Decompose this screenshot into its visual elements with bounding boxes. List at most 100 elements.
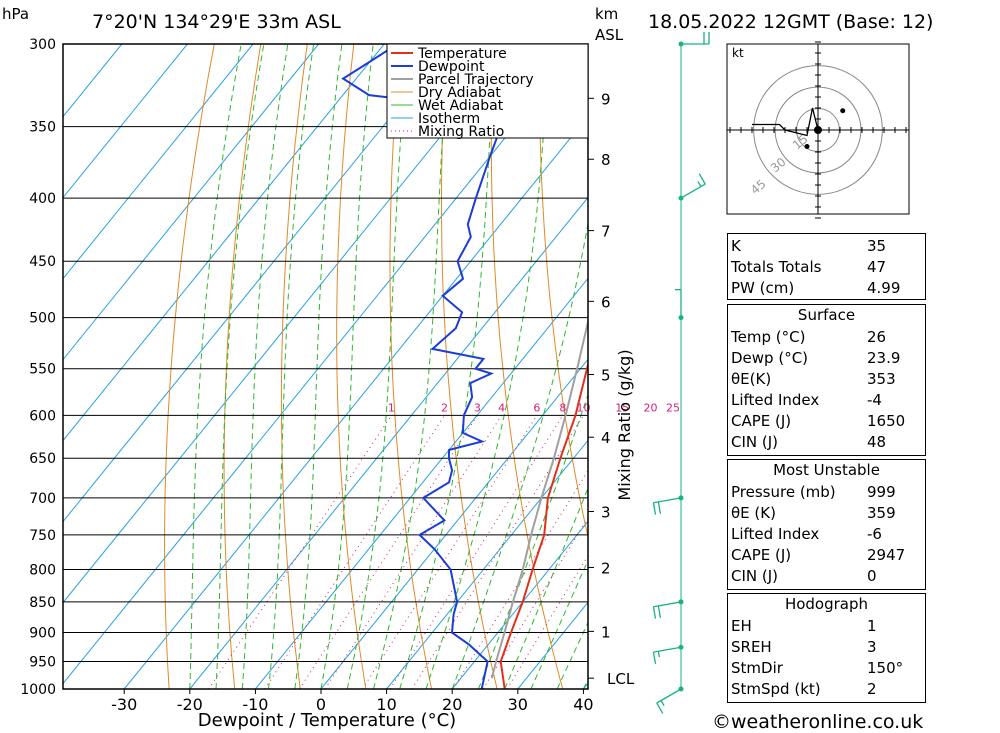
wind-barb-flag: [652, 502, 657, 515]
isotherm-line: [63, 44, 582, 685]
index-label: K: [731, 237, 741, 255]
x-axis-title: Dewpoint / Temperature (°C): [198, 710, 456, 731]
surface-label: Lifted Index: [731, 391, 820, 409]
isotherm-line: [386, 439, 588, 689]
wind-barb-flag: [660, 700, 665, 707]
table-row: K 35: [727, 236, 927, 257]
table-row: CAPE (J) 2947: [727, 545, 927, 566]
table-row: Lifted Index -4: [727, 390, 927, 411]
pressure-tick-label: 550: [29, 362, 56, 378]
mixing-ratio-tick-label: 1: [388, 401, 395, 414]
temperature-tick-label: 20: [442, 695, 462, 714]
mixing-ratio-tick-label: 25: [666, 401, 680, 414]
isotherm-line: [63, 44, 451, 523]
hodograph-trace: [752, 107, 819, 137]
table-row: Dewp (°C) 23.9: [727, 348, 927, 369]
temperature-tick-label: 0: [316, 695, 326, 714]
legend-box: [386, 43, 589, 139]
wind-barb-shaft: [653, 646, 682, 653]
wind-barb-flag: [657, 651, 661, 658]
pressure-tick-label: 700: [29, 491, 56, 507]
most-unstable-title: Most Unstable: [773, 461, 880, 479]
pressure-tick-label: 350: [29, 120, 56, 136]
pressure-unit-label: hPa: [2, 5, 29, 23]
temperature-tick-label: 40: [573, 695, 593, 714]
hodo-label: EH: [731, 617, 752, 635]
location-title: 7°20'N 134°29'E 33m ASL: [92, 11, 341, 33]
mixing-ratio-line: [482, 516, 588, 689]
hodograph-stats-table: EH 1 SREH 3 StmDir 150° StmSpd (kt) 2: [727, 616, 927, 700]
temperature-tick-label: -30: [111, 695, 137, 714]
pressure-tick-label: 450: [29, 254, 56, 270]
surface-label: CAPE (J): [731, 412, 792, 430]
wind-barb-flag: [698, 173, 706, 185]
isotherm-line: [451, 520, 588, 689]
temperature-tick-label: -10: [242, 695, 268, 714]
series-parcel-trajectory: [490, 317, 588, 679]
surface-label: Dewp (°C): [731, 349, 809, 367]
hodo-value: 3: [867, 638, 877, 656]
surface-table: Temp (°C) 26 Dewp (°C) 23.9 θE(K) 353 Lifte…: [727, 327, 927, 453]
isotherm-line: [320, 358, 588, 689]
table-row: StmDir 150°: [727, 658, 927, 679]
hodo-value: 2: [867, 680, 877, 698]
table-row: PW (cm) 4.99: [727, 278, 927, 299]
pressure-tick-label: 850: [29, 595, 56, 611]
profile-lines: [341, 44, 588, 689]
index-value: 4.99: [867, 279, 901, 297]
wind-barb-shaft: [653, 497, 682, 504]
table-row: SREH 3: [727, 637, 927, 658]
wet-adiabat-line: [530, 559, 588, 689]
mixing-ratio-tick-label: 2: [441, 401, 448, 414]
isotherm-line: [63, 44, 385, 442]
mu-value: 359: [867, 504, 896, 522]
index-label: Totals Totals: [731, 258, 822, 276]
mu-label: Pressure (mb): [731, 483, 836, 501]
lcl-label: LCL: [607, 670, 635, 688]
table-row: Pressure (mb) 999: [727, 482, 927, 503]
hodo-value: 1: [867, 617, 877, 635]
mixing-ratio-tick-label: 3: [474, 401, 481, 414]
pressure-tick-label: 500: [29, 311, 56, 327]
table-row: Lifted Index -6: [727, 524, 927, 545]
km-unit-label: km: [595, 5, 618, 23]
mu-value: -6: [867, 525, 882, 543]
km-tick-label: 6: [601, 293, 611, 311]
pressure-tick-label: 900: [29, 626, 56, 642]
dry-adiabat-line: [958, 44, 1000, 689]
mixing-ratio-line: [324, 415, 503, 689]
hodograph-origin-point: [814, 126, 822, 134]
dry-adiabat-line: [440, 44, 498, 689]
isotherm-line: [63, 44, 320, 361]
surface-value: 353: [867, 370, 896, 388]
pressure-tick-label: 800: [29, 562, 56, 578]
pressure-tick-label: 300: [29, 37, 56, 53]
indices-box: [727, 233, 926, 300]
index-value: 35: [867, 237, 887, 255]
mu-label: θE (K): [731, 504, 776, 522]
mixing-ratio-line: [299, 415, 478, 689]
surface-label: Temp (°C): [731, 328, 806, 346]
datetime-title: 18.05.2022 12GMT (Base: 12): [648, 11, 933, 33]
index-label: PW (cm): [731, 279, 795, 297]
legend-mixing-ratio: Mixing Ratio: [418, 124, 504, 140]
legend-dry-adiabat: Dry Adiabat: [418, 85, 501, 101]
pressure-tick-label: 1000: [20, 682, 56, 698]
pressure-tick-label: 750: [29, 528, 56, 544]
hodograph-top-point: [840, 108, 846, 114]
mixing-ratio-tick-label: 10: [576, 401, 590, 414]
legend-dewpoint: Dewpoint: [418, 59, 485, 75]
wind-barb-flag: [652, 606, 657, 619]
surface-value: 26: [867, 328, 887, 346]
chart-legend: Temperature Dewpoint Parcel Trajectory D…: [386, 43, 589, 140]
km-tick-label: 9: [601, 90, 611, 108]
table-row: CIN (J) 0: [727, 566, 927, 587]
mu-value: 0: [867, 567, 877, 585]
hodo-label: StmSpd (kt): [731, 680, 821, 698]
km-tick-label: 1: [601, 623, 611, 641]
diagram-background-lines: [63, 44, 1000, 689]
most-unstable-table: Pressure (mb) 999 θE (K) 359 Lifted Index -…: [727, 482, 927, 587]
wind-barb-shaft: [653, 601, 682, 608]
